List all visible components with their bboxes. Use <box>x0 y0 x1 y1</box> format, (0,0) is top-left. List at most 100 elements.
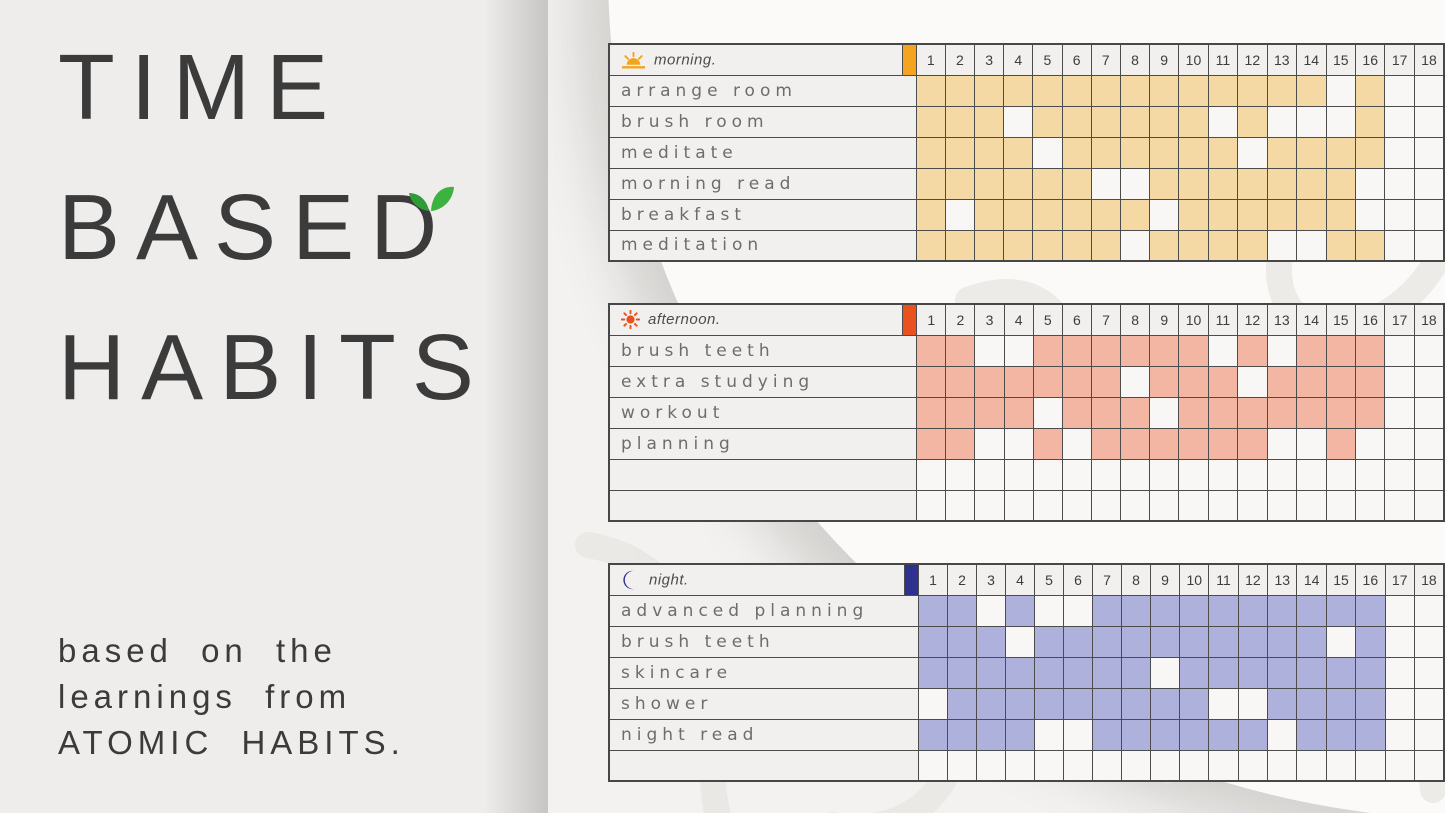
day-cell[interactable] <box>944 167 976 200</box>
day-cell[interactable] <box>1237 656 1269 689</box>
day-cell[interactable] <box>1003 198 1034 231</box>
day-cell[interactable] <box>1413 105 1445 138</box>
day-cell[interactable] <box>1119 136 1151 169</box>
day-cell[interactable] <box>976 656 1007 689</box>
day-cell[interactable] <box>1150 718 1181 751</box>
day-cell[interactable] <box>1207 229 1239 262</box>
day-cell[interactable] <box>1237 718 1269 751</box>
day-cell[interactable] <box>1237 396 1268 429</box>
day-cell[interactable] <box>1266 105 1298 138</box>
day-cell[interactable] <box>1413 74 1445 107</box>
day-cell[interactable] <box>1005 656 1036 689</box>
day-cell[interactable] <box>1207 334 1239 367</box>
day-cell[interactable] <box>1325 105 1356 138</box>
day-cell[interactable] <box>1207 427 1239 460</box>
day-cell[interactable] <box>1061 105 1092 138</box>
day-cell[interactable] <box>1354 427 1386 460</box>
day-cell[interactable] <box>1090 74 1121 107</box>
day-cell[interactable] <box>1384 74 1415 107</box>
day-cell[interactable] <box>1032 458 1063 491</box>
day-cell[interactable] <box>1003 105 1034 138</box>
day-cell[interactable] <box>1266 489 1298 522</box>
day-cell[interactable] <box>918 718 949 751</box>
day-cell[interactable] <box>1061 74 1092 107</box>
day-cell[interactable] <box>1179 687 1210 720</box>
day-cell[interactable] <box>1354 458 1386 491</box>
day-cell[interactable] <box>916 458 947 491</box>
day-cell[interactable] <box>945 365 976 398</box>
day-cell[interactable] <box>1237 229 1268 262</box>
day-cell[interactable] <box>1032 74 1063 107</box>
day-cell[interactable] <box>974 334 1005 367</box>
day-cell[interactable] <box>1092 749 1123 782</box>
day-cell[interactable] <box>1384 594 1415 627</box>
day-cell[interactable] <box>1413 198 1445 231</box>
day-cell[interactable] <box>1121 594 1152 627</box>
day-cell[interactable] <box>1149 489 1180 522</box>
day-cell[interactable] <box>1120 458 1151 491</box>
day-cell[interactable] <box>1384 105 1415 138</box>
day-cell[interactable] <box>1003 396 1034 429</box>
day-cell[interactable] <box>1032 489 1063 522</box>
day-cell[interactable] <box>976 718 1007 751</box>
day-cell[interactable] <box>1061 198 1092 231</box>
day-cell[interactable] <box>1032 334 1063 367</box>
day-cell[interactable] <box>1266 427 1298 460</box>
day-cell[interactable] <box>1325 167 1356 200</box>
day-cell[interactable] <box>1267 594 1298 627</box>
day-cell[interactable] <box>1237 458 1268 491</box>
day-cell[interactable] <box>1355 625 1386 658</box>
day-cell[interactable] <box>1325 718 1357 751</box>
day-cell[interactable] <box>1296 229 1327 262</box>
day-cell[interactable] <box>1092 594 1123 627</box>
day-cell[interactable] <box>1092 687 1123 720</box>
day-cell[interactable] <box>1150 594 1181 627</box>
day-cell[interactable] <box>1061 167 1092 200</box>
day-cell[interactable] <box>945 334 976 367</box>
day-cell[interactable] <box>976 594 1007 627</box>
day-cell[interactable] <box>918 625 949 658</box>
day-cell[interactable] <box>1090 167 1121 200</box>
day-cell[interactable] <box>1354 334 1386 367</box>
day-cell[interactable] <box>1032 365 1063 398</box>
day-cell[interactable] <box>915 229 946 262</box>
day-cell[interactable] <box>1296 656 1327 689</box>
day-cell[interactable] <box>1384 136 1415 169</box>
day-cell[interactable] <box>1266 198 1298 231</box>
day-cell[interactable] <box>1207 365 1239 398</box>
day-cell[interactable] <box>1005 749 1036 782</box>
day-cell[interactable] <box>974 396 1005 429</box>
day-cell[interactable] <box>1325 198 1356 231</box>
day-cell[interactable] <box>1032 167 1063 200</box>
day-cell[interactable] <box>916 489 947 522</box>
day-cell[interactable] <box>1266 334 1298 367</box>
day-cell[interactable] <box>1237 489 1268 522</box>
day-cell[interactable] <box>1005 718 1036 751</box>
day-cell[interactable] <box>974 136 1005 169</box>
day-cell[interactable] <box>1178 198 1209 231</box>
day-cell[interactable] <box>1384 167 1415 200</box>
day-cell[interactable] <box>1296 687 1327 720</box>
day-cell[interactable] <box>1090 229 1121 262</box>
day-cell[interactable] <box>1178 136 1209 169</box>
day-cell[interactable] <box>1032 136 1063 169</box>
day-cell[interactable] <box>1178 74 1209 107</box>
day-cell[interactable] <box>1207 396 1239 429</box>
day-cell[interactable] <box>1266 229 1298 262</box>
day-cell[interactable] <box>1061 334 1092 367</box>
day-cell[interactable] <box>1354 167 1386 200</box>
day-cell[interactable] <box>1208 656 1239 689</box>
day-cell[interactable] <box>1237 167 1268 200</box>
day-cell[interactable] <box>1063 687 1094 720</box>
day-cell[interactable] <box>1179 749 1210 782</box>
day-cell[interactable] <box>1207 74 1239 107</box>
day-cell[interactable] <box>1413 396 1445 429</box>
day-cell[interactable] <box>916 365 947 398</box>
day-cell[interactable] <box>1296 489 1327 522</box>
day-cell[interactable] <box>1267 656 1298 689</box>
day-cell[interactable] <box>947 687 978 720</box>
day-cell[interactable] <box>1120 489 1151 522</box>
day-cell[interactable] <box>1178 229 1209 262</box>
day-cell[interactable] <box>944 136 976 169</box>
day-cell[interactable] <box>1120 334 1151 367</box>
